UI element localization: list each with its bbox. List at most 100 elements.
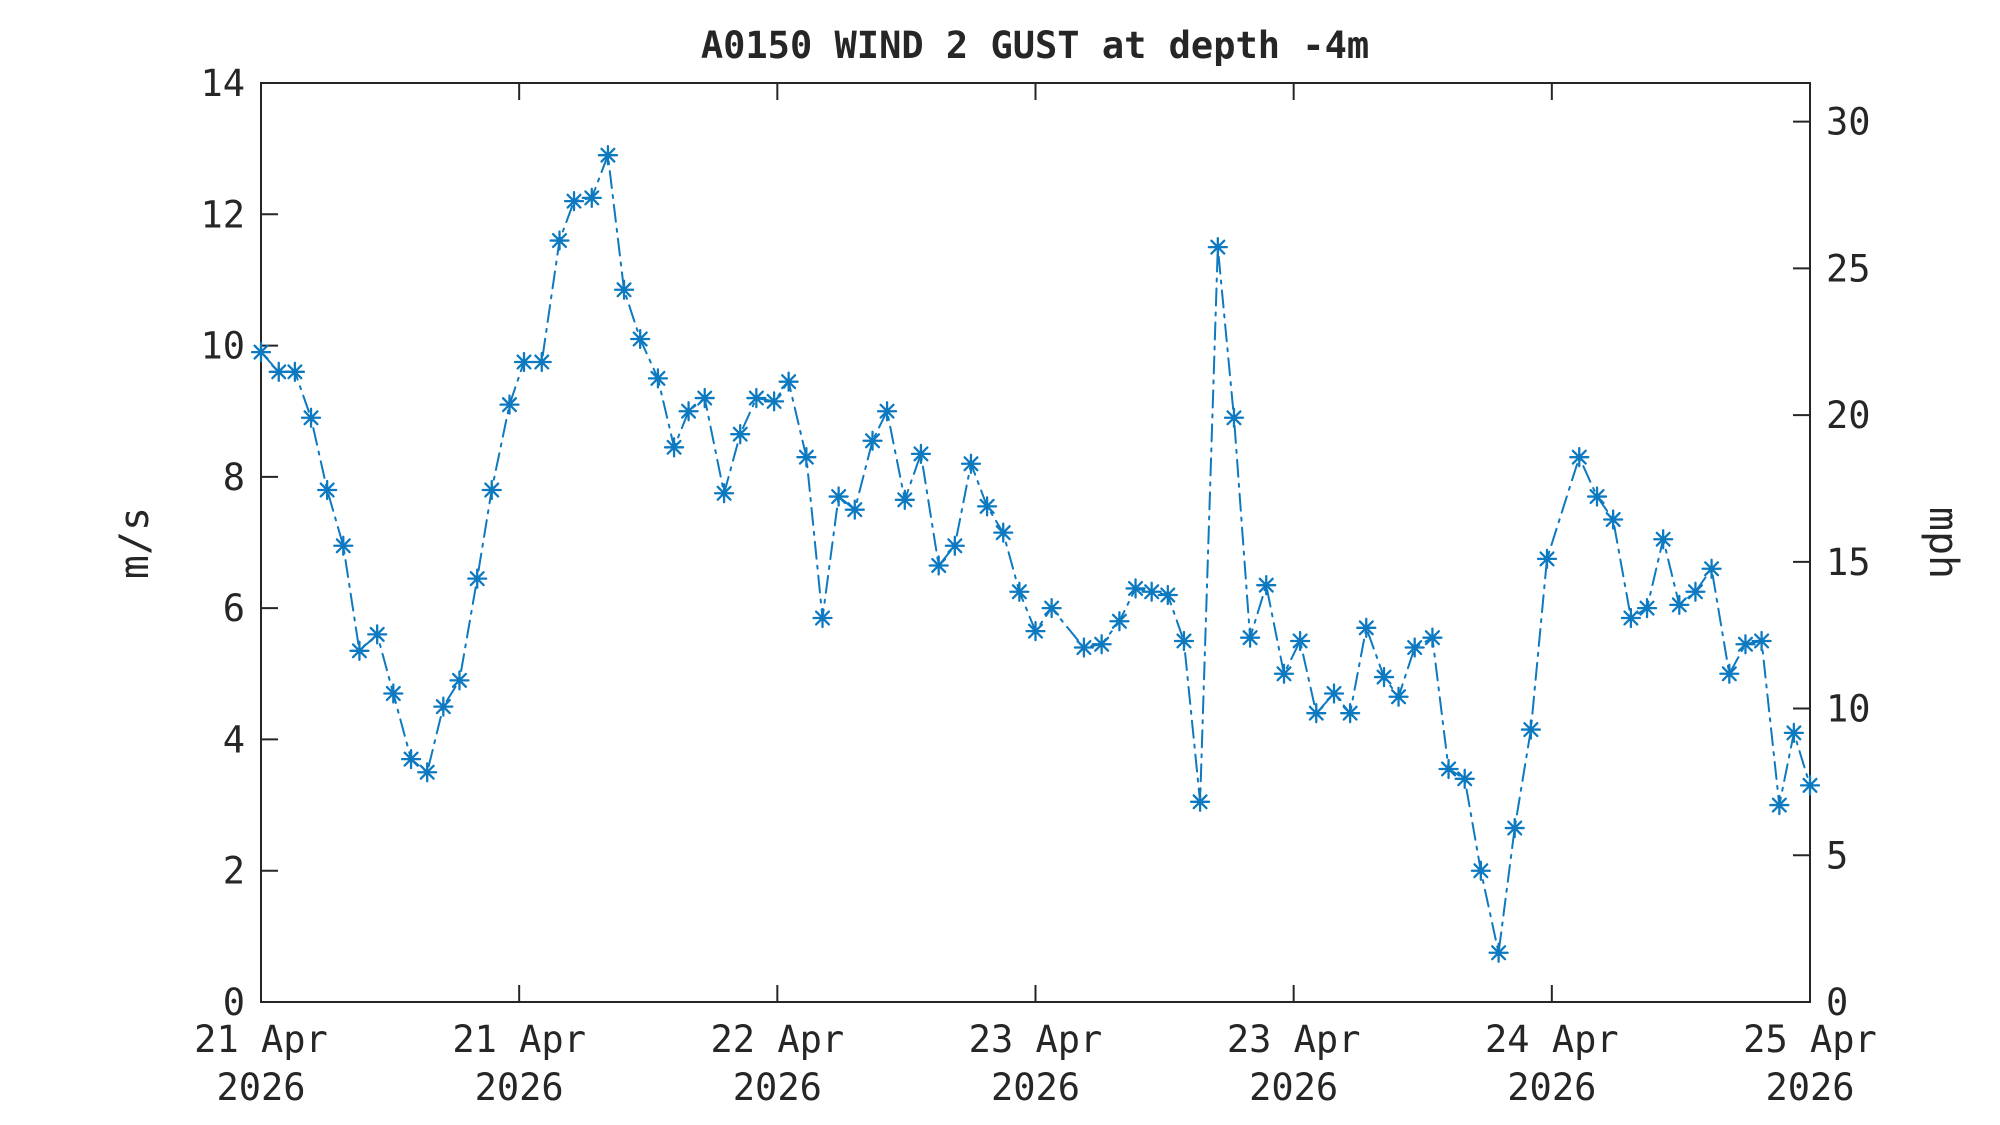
data-point-marker bbox=[513, 351, 535, 373]
data-point-marker bbox=[383, 683, 404, 704]
data-point-marker bbox=[1109, 611, 1130, 632]
y-axis-label-right: mph bbox=[1920, 507, 1966, 579]
data-point-marker bbox=[960, 453, 982, 474]
data-point-marker bbox=[417, 762, 438, 783]
data-series bbox=[250, 145, 1821, 963]
data-point-marker bbox=[1783, 722, 1805, 744]
data-point-marker bbox=[1073, 637, 1095, 658]
data-point-marker bbox=[284, 361, 306, 382]
data-point-marker bbox=[531, 351, 552, 373]
data-point-marker bbox=[812, 607, 833, 629]
data-point-marker bbox=[1141, 581, 1162, 602]
data-point-marker bbox=[1422, 627, 1443, 648]
data-point-marker bbox=[910, 443, 932, 465]
data-point-marker bbox=[1701, 558, 1722, 579]
data-point-marker bbox=[630, 328, 651, 350]
y-tick-label-right: 5 bbox=[1826, 834, 1848, 877]
data-point-marker bbox=[1569, 447, 1590, 468]
y-tick-label-right: 20 bbox=[1826, 394, 1871, 437]
data-point-marker bbox=[317, 479, 338, 501]
data-point-marker bbox=[481, 479, 502, 501]
data-point-marker bbox=[1388, 686, 1409, 707]
data-point-marker bbox=[1586, 486, 1608, 507]
data-point-marker bbox=[1125, 578, 1146, 599]
data-point-marker bbox=[1685, 581, 1706, 602]
data-point-marker bbox=[1735, 634, 1756, 655]
data-point-marker bbox=[1339, 703, 1361, 724]
data-point-marker bbox=[1009, 581, 1030, 602]
data-point-marker bbox=[1438, 758, 1459, 780]
data-point-marker bbox=[1373, 666, 1395, 688]
data-point-marker bbox=[1207, 236, 1228, 258]
y-tick-label-left: 0 bbox=[223, 981, 245, 1024]
x-tick-label: 21 Apr bbox=[452, 1018, 586, 1061]
x-tick-label: 21 Apr bbox=[194, 1018, 328, 1061]
data-point-marker bbox=[678, 401, 699, 422]
data-point-marker bbox=[1751, 630, 1772, 652]
data-point-marker bbox=[1356, 617, 1377, 638]
x-tick-label-year: 2026 bbox=[475, 1066, 564, 1109]
data-point-marker bbox=[1289, 630, 1311, 652]
data-point-marker bbox=[663, 437, 685, 458]
data-point-marker bbox=[1520, 719, 1542, 740]
x-tick-label: 23 Apr bbox=[969, 1018, 1103, 1061]
data-point-marker bbox=[1173, 630, 1195, 652]
data-point-marker bbox=[1504, 817, 1525, 839]
x-tick-label-year: 2026 bbox=[1249, 1066, 1338, 1109]
data-point-marker bbox=[862, 430, 883, 451]
data-point-marker bbox=[763, 391, 785, 412]
data-point-marker bbox=[647, 368, 669, 389]
y-tick-label-right: 30 bbox=[1826, 101, 1871, 144]
y-tick-label-left: 4 bbox=[223, 718, 245, 761]
data-point-marker bbox=[1603, 509, 1624, 530]
data-point-marker bbox=[1719, 663, 1740, 684]
x-tick-label: 24 Apr bbox=[1485, 1018, 1619, 1061]
y-tick-label-left: 8 bbox=[223, 456, 245, 499]
data-point-marker bbox=[796, 447, 817, 468]
y-tick-label-left: 2 bbox=[223, 850, 245, 893]
x-tick-label-year: 2026 bbox=[991, 1066, 1080, 1109]
data-point-marker bbox=[1239, 627, 1261, 648]
data-point-marker bbox=[694, 387, 715, 409]
data-point-marker bbox=[894, 489, 915, 510]
data-point-marker bbox=[844, 499, 865, 520]
data-point-marker bbox=[1273, 663, 1295, 684]
data-point-marker bbox=[876, 401, 898, 422]
data-point-marker bbox=[713, 483, 735, 504]
x-tick-label: 25 Apr bbox=[1743, 1018, 1877, 1061]
data-point-marker bbox=[1189, 791, 1211, 812]
y-tick-label-left: 6 bbox=[223, 587, 245, 630]
data-point-marker bbox=[1769, 794, 1790, 816]
data-point-marker bbox=[1025, 620, 1046, 642]
data-point-marker bbox=[1636, 597, 1658, 619]
data-series-line bbox=[260, 154, 1811, 954]
data-point-marker bbox=[1404, 637, 1425, 658]
data-point-marker bbox=[333, 535, 354, 556]
data-point-marker bbox=[1454, 768, 1475, 789]
data-point-marker bbox=[467, 568, 488, 589]
y-tick-label-right: 25 bbox=[1826, 247, 1871, 290]
data-point-marker bbox=[449, 670, 470, 691]
data-point-marker bbox=[1091, 634, 1112, 655]
y-tick-label-left: 14 bbox=[200, 62, 245, 105]
data-point-marker bbox=[944, 535, 965, 556]
data-point-marker bbox=[928, 555, 949, 576]
data-point-marker bbox=[1256, 575, 1277, 596]
data-point-marker bbox=[367, 624, 388, 645]
chart-title: A0150 WIND 2 GUST at depth -4m bbox=[701, 24, 1369, 67]
data-point-marker bbox=[993, 522, 1014, 543]
data-point-marker bbox=[730, 424, 751, 445]
data-point-marker bbox=[976, 496, 998, 517]
data-point-marker bbox=[563, 191, 585, 212]
data-point-marker bbox=[1653, 529, 1674, 550]
data-point-marker bbox=[1470, 860, 1491, 881]
data-point-marker bbox=[300, 407, 322, 428]
y-tick-label-left: 12 bbox=[200, 193, 245, 236]
x-tick-label-year: 2026 bbox=[1765, 1066, 1854, 1109]
data-point-marker bbox=[1669, 594, 1690, 616]
data-point-marker bbox=[828, 486, 849, 507]
data-point-marker bbox=[778, 371, 799, 392]
